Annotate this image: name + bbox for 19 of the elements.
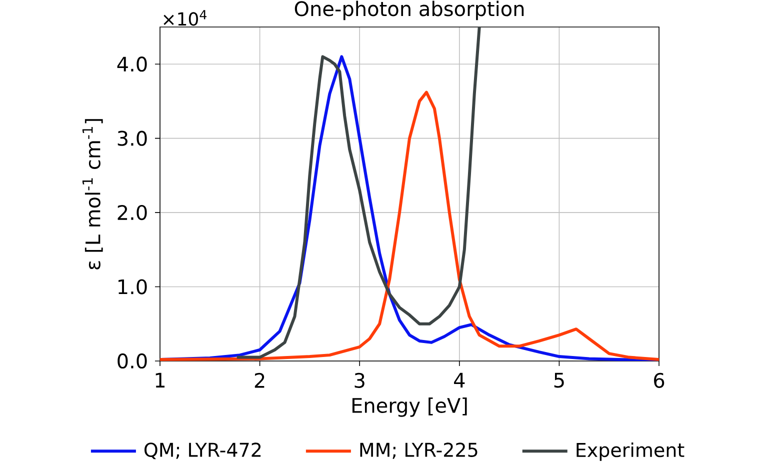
x-tick-label: 5 (554, 372, 564, 388)
chart-title: One-photon absorption (294, 0, 524, 20)
legend-label: QM; LYR-472 (144, 442, 261, 460)
x-tick-label: 2 (254, 372, 264, 388)
y-tick-label: 3.0 (118, 130, 147, 146)
y-tick-label: 0.0 (118, 353, 147, 369)
x-tick-label: 4 (454, 372, 465, 388)
x-tick-label: 1 (156, 372, 165, 388)
y-tick-label: 2.0 (118, 204, 147, 220)
legend-label: Experiment (576, 442, 684, 461)
x-tick-label: 3 (354, 372, 364, 388)
line-series (235, 27, 481, 359)
legend-label: MM; LYR-225 (360, 442, 478, 459)
text: ×10$^{4}$ (164, 10, 206, 26)
y-tick-label: 1.0 (118, 279, 147, 294)
x-tick-label: 6 (654, 372, 664, 388)
y-tick-label: 4.0 (117, 56, 147, 72)
y-axis-title: ε [L mol$^{-1}$ cm$^{-1}$] (82, 119, 103, 270)
x-axis-title: Energy [eV] (352, 398, 467, 417)
